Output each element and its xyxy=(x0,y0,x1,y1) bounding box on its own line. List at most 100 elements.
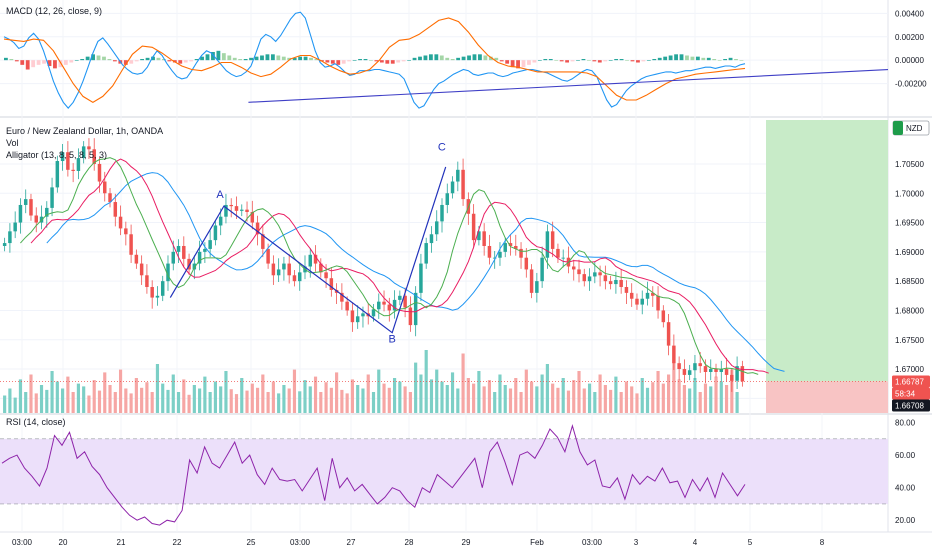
macd-histogram-bar xyxy=(619,59,624,61)
candle-body xyxy=(150,287,154,298)
macd-histogram-bar xyxy=(537,60,542,61)
currency-badge-label: NZD xyxy=(906,124,923,133)
macd-histogram-bar xyxy=(521,60,526,68)
macd-histogram-bar xyxy=(276,55,281,61)
rsi-y-axis[interactable]: 80.00 60.00 40.00 20.00 xyxy=(895,419,916,526)
candle-body xyxy=(50,187,54,208)
macd-histogram-bar xyxy=(723,59,728,61)
macd-histogram-bar xyxy=(674,54,678,61)
candle-body xyxy=(482,231,486,246)
macd-histogram-bar xyxy=(287,57,292,61)
candle-body xyxy=(197,251,202,264)
candle-body xyxy=(550,231,555,249)
currency-badge[interactable]: NZD xyxy=(892,120,930,136)
time-tick: 5 xyxy=(748,538,753,547)
macd-histogram-bar xyxy=(434,54,439,61)
candle-body xyxy=(398,295,402,300)
volume-bar xyxy=(624,381,629,413)
candle-body xyxy=(693,363,697,371)
volume-bar xyxy=(313,376,318,413)
macd-histogram-bar xyxy=(695,56,700,61)
volume-bar xyxy=(508,388,513,413)
candle-body xyxy=(71,169,75,171)
macd-histogram-bar xyxy=(636,60,640,63)
candle-body xyxy=(392,299,397,311)
macd-histogram-bar xyxy=(439,55,444,61)
alligator-jaw-line xyxy=(46,172,785,372)
volume-bar xyxy=(361,388,365,413)
macd-histogram-bar xyxy=(646,60,651,61)
macd-lines xyxy=(3,11,746,109)
candle-body xyxy=(97,163,102,182)
candle-body xyxy=(87,146,91,150)
macd-histogram-bar xyxy=(603,60,608,62)
time-tick: 03:00 xyxy=(290,538,311,547)
macd-trendline[interactable] xyxy=(248,68,889,103)
volume-bar xyxy=(530,381,534,413)
candle-body xyxy=(735,366,739,381)
macd-histogram-bar xyxy=(625,60,629,61)
price-axis-labels: 1.66787 58:34 1.66708 xyxy=(892,375,930,412)
macd-histogram-bar xyxy=(205,54,210,61)
volume-bar xyxy=(134,378,138,413)
volume-bar xyxy=(456,388,460,413)
candle-body xyxy=(240,209,244,211)
volume-bar xyxy=(661,383,665,413)
position-profit-zone xyxy=(765,120,888,382)
candle-body xyxy=(218,216,223,226)
macd-histogram-bar xyxy=(608,60,613,61)
volume-bar xyxy=(603,385,607,413)
candle-body xyxy=(714,369,718,372)
macd-histogram-bar xyxy=(270,54,275,61)
volume-bar xyxy=(271,381,275,413)
rsi-title: RSI (14, close) xyxy=(6,417,66,427)
candle-body xyxy=(519,248,523,258)
candle-body xyxy=(698,363,702,367)
volume-bar xyxy=(414,362,418,413)
abc-wave-drawing[interactable] xyxy=(169,166,447,334)
macd-histogram-bar xyxy=(532,60,537,63)
macd-histogram-bar xyxy=(178,60,183,64)
time-axis[interactable]: 03:00 20 21 22 25 03:00 27 28 29 Feb 03:00 3 4 5 8 xyxy=(12,538,825,547)
macd-histogram-bar xyxy=(134,60,139,62)
volume-bar xyxy=(324,382,328,413)
candle-body xyxy=(313,254,318,264)
price-y-axis[interactable]: 1.70500 1.70000 1.69500 1.69000 1.68500 1.680… xyxy=(895,160,924,403)
candle-body xyxy=(287,263,291,276)
macd-histogram-bar xyxy=(303,56,308,61)
rsi-band xyxy=(0,438,888,504)
volume-bar xyxy=(408,392,412,413)
volume-bar xyxy=(24,392,28,413)
macd-histogram-bar xyxy=(565,60,570,63)
volume-bar xyxy=(261,374,265,413)
price-label-box xyxy=(892,375,930,388)
long-position-tool[interactable] xyxy=(765,120,888,413)
volume-bar xyxy=(593,392,597,413)
candle-body xyxy=(666,322,671,346)
candle-body xyxy=(319,263,323,273)
volume-bar xyxy=(619,392,623,413)
volume-bar xyxy=(340,389,344,413)
candle-body xyxy=(572,266,576,270)
rsi-pane[interactable]: RSI (14, close) 80.00 60.00 40.00 20.00 xyxy=(0,417,916,526)
volume-bar xyxy=(45,389,49,413)
candle-body xyxy=(129,234,133,255)
volume-indicator-label: Vol xyxy=(6,138,19,148)
volume-bar xyxy=(345,393,349,413)
candle-body xyxy=(387,304,392,311)
macd-histogram-bar xyxy=(4,57,8,61)
macd-histogram-bar xyxy=(298,56,303,61)
macd-pane[interactable]: MACD (12, 26, close, 9) 0.004000.002000.… xyxy=(3,6,927,109)
candle-body xyxy=(297,272,302,282)
volume-bar xyxy=(724,385,729,413)
macd-histogram-bar xyxy=(690,56,695,61)
macd-y-axis[interactable]: 0.00400 0.00200 0.00000 -0.00200 xyxy=(895,9,927,88)
price-pane[interactable]: A B C Euro / New Zealand Dollar, 1h, OANDA… xyxy=(0,120,930,413)
time-tick: 20 xyxy=(59,538,68,547)
macd-histogram-bar xyxy=(25,60,30,70)
volume-bar xyxy=(319,392,323,413)
candle-body xyxy=(166,263,170,282)
macd-histogram-bar xyxy=(183,60,188,63)
volume-bar xyxy=(403,386,407,413)
